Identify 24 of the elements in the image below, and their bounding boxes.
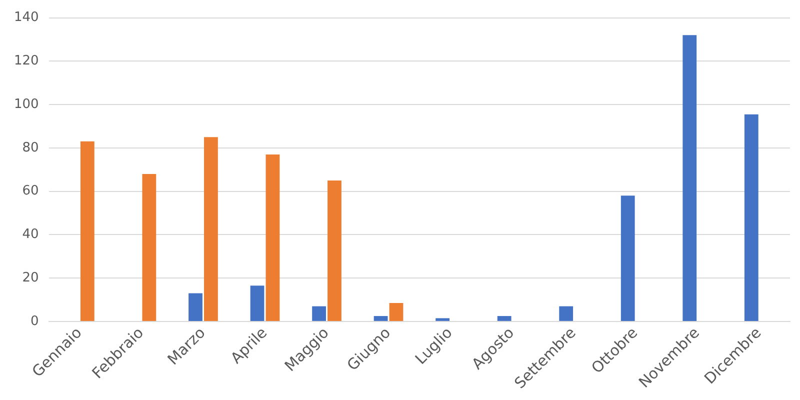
bar [142, 174, 156, 321]
bar [744, 114, 758, 321]
bar [80, 141, 94, 321]
y-tick-label: 120 [14, 54, 39, 69]
bar [204, 137, 218, 321]
bar [374, 316, 388, 321]
y-tick-label: 80 [22, 140, 39, 156]
y-tick-label: 0 [30, 314, 39, 329]
y-tick-label: 140 [14, 10, 39, 26]
bar [620, 196, 635, 321]
bar [250, 286, 264, 321]
bar [266, 154, 280, 321]
y-tick-label: 60 [22, 184, 39, 199]
y-tick-label: 20 [22, 270, 39, 286]
bar [312, 306, 326, 321]
bar [682, 35, 697, 321]
y-tick-label: 100 [14, 96, 39, 112]
bar [389, 303, 404, 321]
bar [559, 306, 574, 321]
bar [497, 316, 512, 321]
bar [436, 318, 450, 321]
y-tick-label: 40 [22, 227, 39, 242]
bar [328, 180, 342, 321]
bar [188, 293, 202, 321]
